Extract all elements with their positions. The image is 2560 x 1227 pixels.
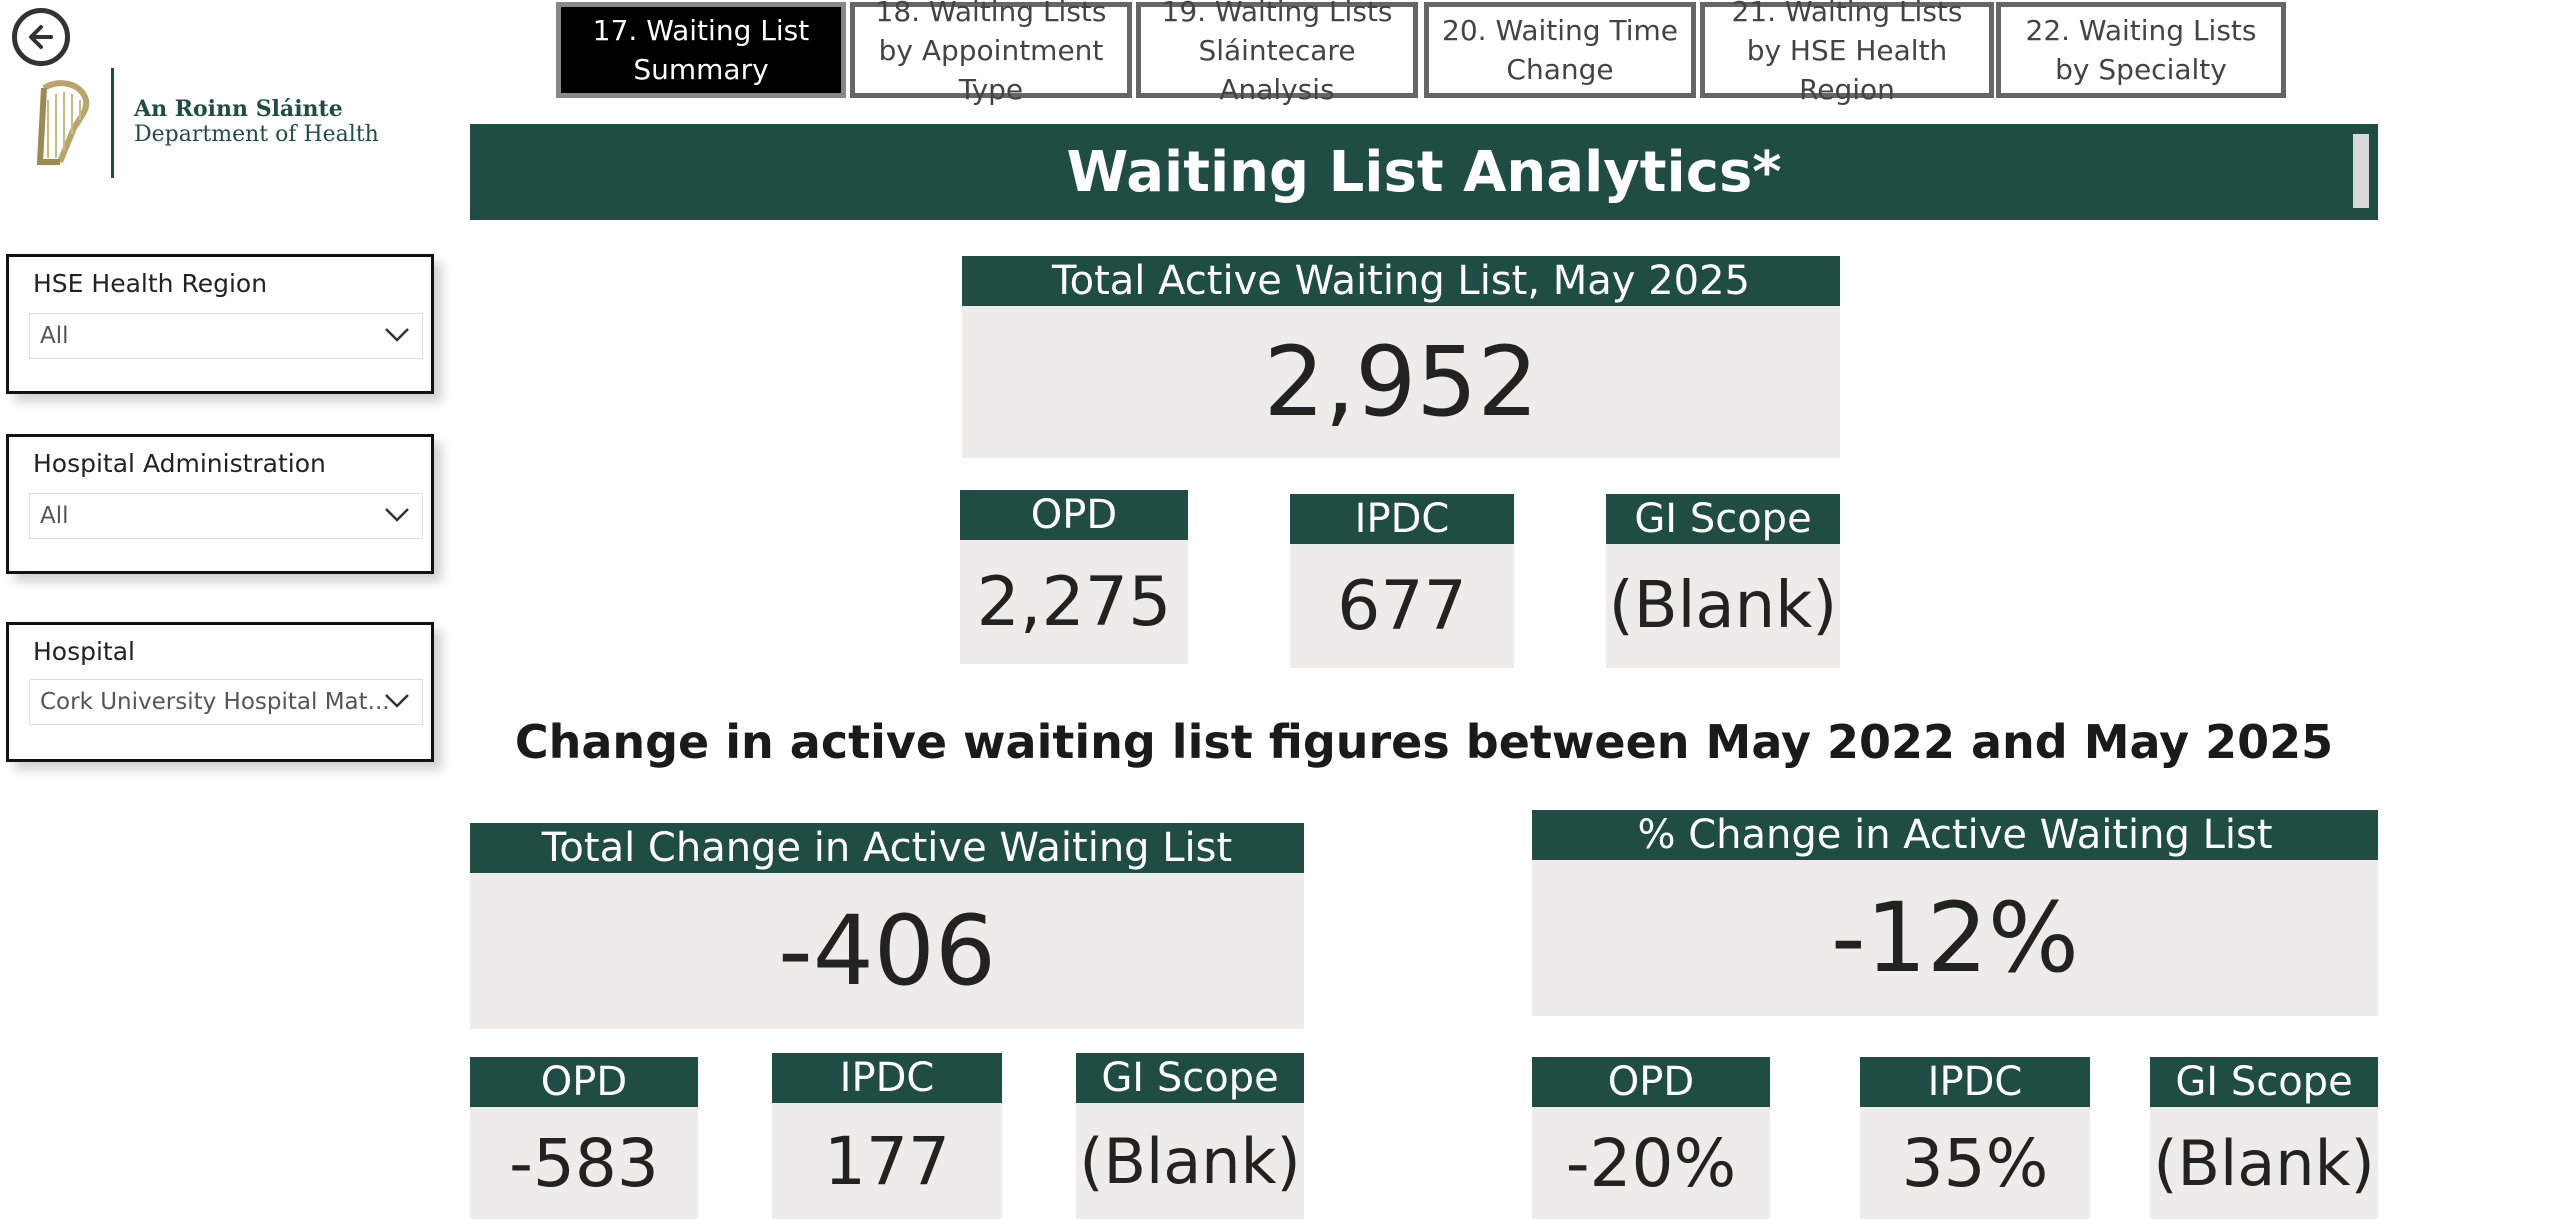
dropdown-value: All: [40, 503, 69, 529]
tab-label: 20. Waiting Time Change: [1442, 14, 1678, 86]
ipdc-card-title: IPDC: [1290, 494, 1514, 544]
pct-gi-scope-card-value: (Blank): [2150, 1107, 2378, 1219]
gi-scope-card-title: GI Scope: [1606, 494, 1840, 544]
gi-scope-card-value: (Blank): [1606, 544, 1840, 668]
pct-ipdc-card-value: 35%: [1860, 1107, 2090, 1219]
logo-divider: [111, 68, 114, 178]
change-gi-scope-card-title: GI Scope: [1076, 1053, 1304, 1103]
page-title: Waiting List Analytics*: [470, 124, 2378, 220]
total-active-waiting-list-value: 2,952: [962, 306, 1840, 458]
slicer-label: Hospital Administration: [33, 449, 326, 478]
change-opd-card-value: -583: [470, 1107, 698, 1219]
pct-ipdc-card-title: IPDC: [1860, 1057, 2090, 1107]
pct-change-title: % Change in Active Waiting List: [1532, 810, 2378, 860]
hse-health-region-dropdown[interactable]: All: [29, 313, 423, 359]
total-active-waiting-list-title: Total Active Waiting List, May 2025: [962, 256, 1840, 306]
pct-opd-card-value: -20%: [1532, 1107, 1770, 1219]
department-logo-text: An Roinn Sláinte Department of Health: [134, 96, 379, 148]
slicer-hospital-administration: Hospital Administration All: [6, 434, 434, 574]
change-gi-scope-card-value: (Blank): [1076, 1103, 1304, 1219]
tab-label: 19. Waiting Lists Sláintecare Analysis: [1161, 0, 1393, 106]
total-change-value: -406: [470, 873, 1304, 1029]
logo-line-english: Department of Health: [134, 122, 379, 147]
tab-waiting-lists-by-hse-health-region[interactable]: 21. Waiting Lists by HSE Health Region: [1700, 0, 1994, 106]
logo-line-irish: An Roinn Sláinte: [134, 96, 343, 122]
harp-logo-icon: [36, 80, 90, 165]
chevron-down-icon: [385, 328, 409, 342]
pct-change-value: -12%: [1532, 860, 2378, 1016]
opd-card-value: 2,275: [960, 540, 1188, 664]
tab-label: 18. Waiting Lists by Appointment Type: [875, 0, 1107, 106]
back-button[interactable]: [12, 8, 70, 66]
slicer-label: Hospital: [33, 637, 136, 666]
tab-waiting-lists-slaintecare-analysis[interactable]: 19. Waiting Lists Sláintecare Analysis: [1136, 0, 1418, 106]
tab-label: 21. Waiting Lists by HSE Health Region: [1731, 0, 1963, 106]
header-scrollbar[interactable]: [2353, 134, 2369, 208]
slicer-label: HSE Health Region: [33, 269, 268, 298]
dropdown-value: Cork University Hospital Mat...: [40, 689, 390, 715]
tab-label: 22. Waiting Lists by Specialty: [2025, 14, 2257, 86]
hospital-administration-dropdown[interactable]: All: [29, 493, 423, 539]
hospital-dropdown[interactable]: Cork University Hospital Mat...: [29, 679, 423, 725]
change-opd-card-title: OPD: [470, 1057, 698, 1107]
dropdown-value: All: [40, 323, 69, 349]
tab-waiting-lists-by-appointment-type[interactable]: 18. Waiting Lists by Appointment Type: [850, 0, 1132, 106]
chevron-down-icon: [385, 508, 409, 522]
chevron-down-icon: [385, 694, 409, 708]
ipdc-card-value: 677: [1290, 544, 1514, 668]
arrow-left-icon: [29, 25, 53, 49]
tab-waiting-lists-by-specialty[interactable]: 22. Waiting Lists by Specialty: [1996, 2, 2286, 98]
tab-waiting-time-change[interactable]: 20. Waiting Time Change: [1424, 2, 1696, 98]
tab-label: 17. Waiting List Summary: [592, 14, 810, 86]
opd-card-title: OPD: [960, 490, 1188, 540]
total-change-title: Total Change in Active Waiting List: [470, 823, 1304, 873]
slicer-hse-health-region: HSE Health Region All: [6, 254, 434, 394]
pct-opd-card-title: OPD: [1532, 1057, 1770, 1107]
change-section-title: Change in active waiting list figures be…: [514, 715, 2334, 769]
change-ipdc-card-title: IPDC: [772, 1053, 1002, 1103]
pct-gi-scope-card-title: GI Scope: [2150, 1057, 2378, 1107]
tab-waiting-list-summary[interactable]: 17. Waiting List Summary: [556, 2, 846, 98]
slicer-hospital: Hospital Cork University Hospital Mat...: [6, 622, 434, 762]
change-ipdc-card-value: 177: [772, 1103, 1002, 1219]
